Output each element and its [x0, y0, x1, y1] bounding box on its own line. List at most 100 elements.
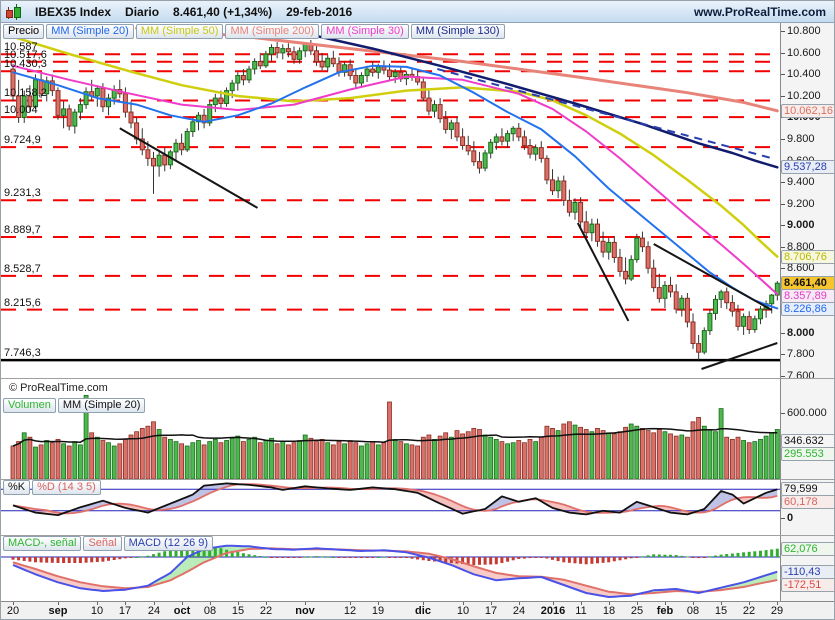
- time-tick-label: 17: [118, 605, 132, 617]
- time-tick-label: 24: [512, 605, 526, 617]
- time-tickmark: [693, 602, 694, 605]
- time-tickmark: [238, 602, 239, 605]
- stoch-value-box: 79,599: [781, 482, 834, 496]
- time-axis[interactable]: 20 sep 10 17 24 oct 08 15 22 nov 12 19 dic 10 17 24 2016…: [1, 601, 834, 619]
- time-tickmark: [749, 602, 750, 605]
- stochastic-legend: %K %D (14 3 5): [3, 480, 101, 495]
- time-tick-label: 25: [630, 605, 644, 617]
- time-tick-label: 22: [742, 605, 756, 617]
- time-tick-label: dic: [415, 605, 431, 617]
- time-tickmark: [721, 602, 722, 605]
- axis-tickmark: [781, 74, 785, 75]
- website-link[interactable]: www.ProRealTime.com: [693, 4, 826, 19]
- axis-tick-label: 9.400: [787, 176, 815, 188]
- macd-value-box: 62,076: [781, 542, 834, 556]
- price-level-label: 10.004: [4, 104, 38, 116]
- time-tick-label: 18: [602, 605, 616, 617]
- time-tick-label: 08: [203, 605, 217, 617]
- axis-tickmark: [781, 413, 785, 414]
- price-legend-chip[interactable]: MM (Simple 30): [321, 24, 409, 39]
- time-tickmark: [519, 602, 520, 605]
- time-tickmark: [609, 602, 610, 605]
- time-tick-label: 10: [90, 605, 104, 617]
- time-tickmark: [463, 602, 464, 605]
- time-tickmark: [13, 602, 14, 605]
- time-tickmark: [266, 602, 267, 605]
- time-tickmark: [581, 602, 582, 605]
- axis-tick-label: 9.200: [787, 198, 815, 210]
- axis-tick-label: 10.400: [787, 68, 821, 80]
- time-tick-label: 20: [6, 605, 20, 617]
- time-tickmark: [154, 602, 155, 605]
- candlestick-icon: [6, 3, 21, 20]
- instrument-name: IBEX35 Index: [35, 4, 112, 19]
- axis-tickmark: [781, 247, 785, 248]
- panel-separator: [1, 479, 834, 480]
- price-level-label: 10.430,3: [4, 58, 47, 70]
- time-tick-label: 10: [456, 605, 470, 617]
- axis-tickmark: [781, 376, 785, 377]
- time-tickmark: [125, 602, 126, 605]
- time-tick-label: oct: [173, 605, 191, 617]
- price-level-label: 10.517,6: [4, 49, 47, 61]
- timeframe-label: Diario: [125, 4, 160, 19]
- macd-legend-chip[interactable]: MACD (12 26 9): [123, 536, 214, 551]
- time-tickmark: [58, 602, 59, 605]
- price-level-label: 9.724,9: [4, 134, 41, 146]
- axis-tickmark: [781, 31, 785, 32]
- time-tick-label: 12: [343, 605, 357, 617]
- time-tick-label: 15: [231, 605, 245, 617]
- price-value-box: 8.706,76: [781, 250, 834, 264]
- macd-legend-chip[interactable]: Señal: [83, 536, 122, 551]
- axis-tick-label: 8.600: [787, 262, 815, 274]
- axis-tickmark: [781, 354, 785, 355]
- time-tickmark: [97, 602, 98, 605]
- axis-tick-label: 600.000: [787, 407, 827, 419]
- price-legend-chip[interactable]: Precio: [3, 24, 45, 39]
- macd-value-box: -172,51: [781, 578, 834, 592]
- time-tick-label: 29: [770, 605, 784, 617]
- stoch-legend-chip[interactable]: %D (14 3 5): [32, 480, 101, 495]
- stoch-value-box: 60,178: [781, 495, 834, 509]
- price-level-label: 7.746,3: [4, 347, 41, 359]
- time-tickmark: [378, 602, 379, 605]
- time-tick-label: feb: [656, 605, 674, 617]
- time-tick-label: 22: [259, 605, 273, 617]
- price-legend-chip[interactable]: MM (Simple 20): [46, 24, 134, 39]
- axis-tickmark: [781, 204, 785, 205]
- time-tickmark: [210, 602, 211, 605]
- time-tick-label: 19: [371, 605, 385, 617]
- price-legend-chip[interactable]: MM (Simple 130): [410, 24, 505, 39]
- volume-legend-chip[interactable]: Volumen: [3, 398, 56, 413]
- time-tickmark: [305, 602, 306, 605]
- time-tick-label: 11: [575, 605, 587, 617]
- price-legend-chip[interactable]: MM (Simple 50): [135, 24, 224, 39]
- title-bar: IBEX35 Index Diario 8.461,40 (+1,34%) 29…: [1, 1, 834, 23]
- price-value-box: 8.226,86: [781, 302, 834, 316]
- macd-legend-chip[interactable]: MACD-, señal: [3, 536, 82, 551]
- time-tickmark: [665, 602, 666, 605]
- axis-tick-label: 8.000: [787, 327, 815, 339]
- volume-value-box: 295.553: [781, 447, 834, 461]
- time-tick-label: sep: [48, 605, 68, 617]
- time-tick-label: 15: [714, 605, 728, 617]
- time-tickmark: [777, 602, 778, 605]
- time-tickmark: [553, 602, 554, 605]
- axis-tick-label: 0: [787, 512, 794, 524]
- price-level-label: 8.528,7: [4, 263, 41, 275]
- price-value-box: 8.357,89: [781, 289, 834, 303]
- axis-tickmark: [781, 518, 785, 519]
- volume-legend-chip[interactable]: MM (Simple 20): [57, 398, 146, 413]
- stoch-legend-chip[interactable]: %K: [3, 480, 31, 495]
- time-tick-label: 08: [686, 605, 700, 617]
- volume-value-box: 346.632: [781, 434, 834, 448]
- last-price-label: 8.461,40 (+1,34%): [173, 4, 273, 19]
- axis-tick-label: 10.600: [787, 47, 821, 59]
- time-tickmark: [423, 602, 424, 605]
- axis-tickmark: [781, 182, 785, 183]
- axis-tickmark: [781, 53, 785, 54]
- price-legend-chip[interactable]: MM (Simple 200): [225, 24, 320, 39]
- axis-tickmark: [781, 268, 785, 269]
